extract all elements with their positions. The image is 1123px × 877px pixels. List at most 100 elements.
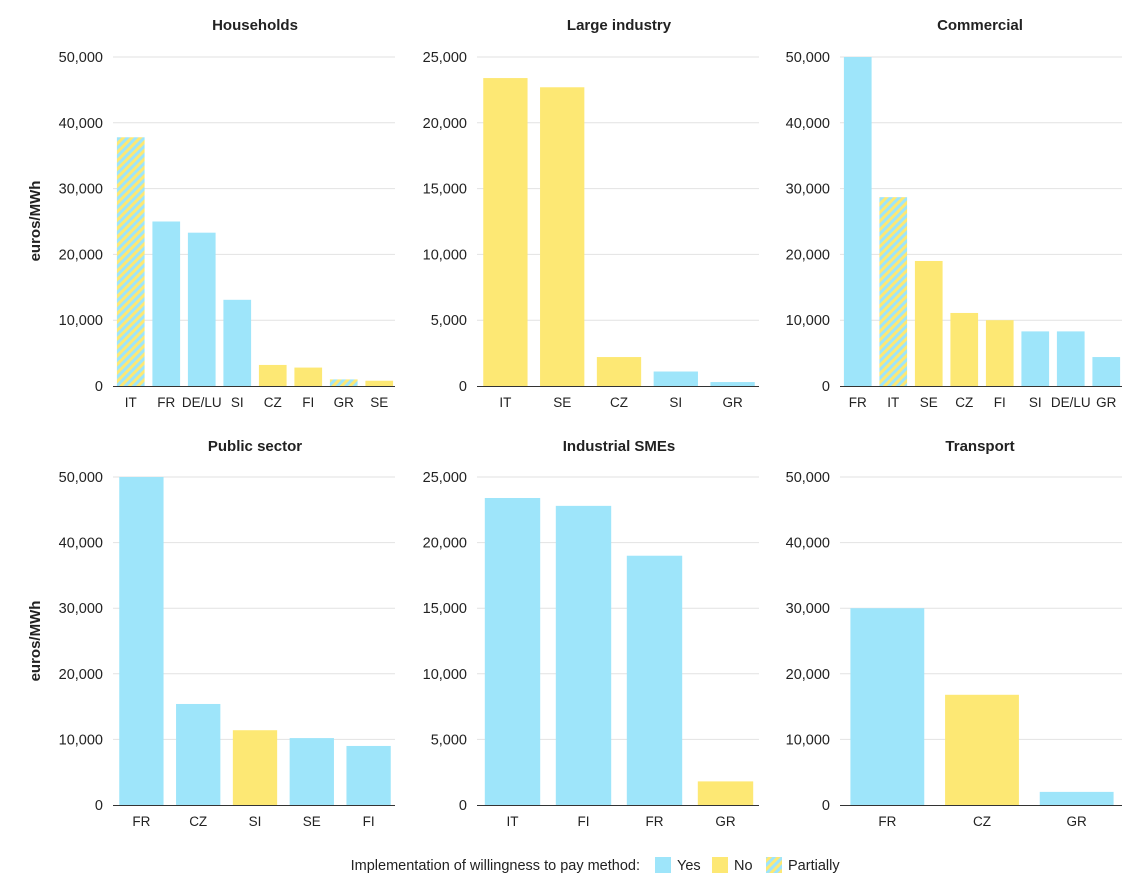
- legend-label: Yes: [677, 858, 701, 874]
- bar: [483, 78, 528, 386]
- chart-panel: Commercial 0 10,000 20,000 30,000 40,000 50,00…: [786, 17, 1122, 410]
- x-tick-label: GR: [334, 395, 355, 410]
- x-tick-label: FR: [646, 814, 664, 829]
- x-tick-label: SE: [553, 395, 571, 410]
- y-tick-label: 10,000: [423, 667, 467, 683]
- x-tick-label: IT: [507, 814, 519, 829]
- bar: [914, 260, 943, 386]
- y-tick-label: 20,000: [423, 116, 467, 132]
- y-tick-label: 50,000: [786, 470, 830, 486]
- panel-title: Transport: [945, 438, 1014, 455]
- bar: [950, 312, 979, 386]
- x-tick-label: GR: [1096, 395, 1117, 410]
- y-tick-label: 40,000: [786, 116, 830, 132]
- x-tick-label: FI: [994, 395, 1006, 410]
- y-tick-label: 5,000: [431, 732, 467, 748]
- y-tick-label: 5,000: [431, 313, 467, 329]
- y-tick-label: 40,000: [786, 536, 830, 552]
- y-tick-label: 40,000: [59, 536, 103, 552]
- bar: [945, 694, 1019, 805]
- bar: [294, 367, 323, 386]
- bar: [653, 371, 698, 386]
- panel-title: Households: [212, 17, 298, 34]
- y-tick-label: 10,000: [59, 732, 103, 748]
- y-tick-label: 25,000: [423, 470, 467, 486]
- y-tick-label: 30,000: [59, 182, 103, 198]
- y-tick-label: 10,000: [786, 313, 830, 329]
- x-tick-label: GR: [1067, 814, 1088, 829]
- bar: [596, 357, 642, 386]
- y-tick-label: 20,000: [786, 667, 830, 683]
- x-tick-label: GR: [722, 395, 743, 410]
- legend-title: Implementation of willingness to pay met…: [351, 858, 640, 874]
- bar: [365, 380, 394, 386]
- chart-panels: Households euros/MWh 0 10,000 20,000 30,000 40…: [27, 17, 1122, 829]
- legend-swatch: [712, 857, 728, 873]
- x-tick-label: FR: [157, 395, 175, 410]
- bar: [187, 232, 216, 386]
- y-axis-label: euros/MWh: [27, 601, 44, 682]
- x-tick-label: CZ: [955, 395, 973, 410]
- chart-panel: Public sector euros/MWh 0 10,000 20,000 30,00…: [27, 438, 395, 829]
- bar: [223, 299, 252, 386]
- x-tick-label: SI: [231, 395, 244, 410]
- bar: [484, 497, 541, 805]
- x-tick-label: DE/LU: [1051, 395, 1091, 410]
- bar: [555, 505, 612, 805]
- y-tick-label: 0: [822, 798, 830, 814]
- legend-label: No: [734, 858, 753, 874]
- y-tick-label: 40,000: [59, 116, 103, 132]
- bar: [850, 608, 925, 805]
- bar: [176, 703, 221, 805]
- x-tick-label: SE: [370, 395, 388, 410]
- bar: [879, 197, 908, 386]
- x-tick-label: CZ: [189, 814, 207, 829]
- y-tick-label: 50,000: [59, 50, 103, 66]
- legend-swatch: [655, 857, 671, 873]
- y-tick-label: 20,000: [59, 247, 103, 263]
- y-tick-label: 50,000: [786, 50, 830, 66]
- x-tick-label: CZ: [610, 395, 628, 410]
- bar: [152, 221, 181, 386]
- panel-title: Industrial SMEs: [563, 438, 676, 455]
- bar: [329, 379, 358, 386]
- x-tick-label: SI: [669, 395, 682, 410]
- y-tick-label: 0: [95, 379, 103, 395]
- legend: Implementation of willingness to pay met…: [351, 857, 840, 874]
- y-tick-label: 20,000: [423, 536, 467, 552]
- bar: [710, 382, 755, 386]
- x-tick-label: FR: [878, 814, 896, 829]
- y-tick-label: 30,000: [786, 601, 830, 617]
- y-axis-label: euros/MWh: [27, 181, 44, 262]
- bar: [116, 137, 145, 386]
- chart-panel: Industrial SMEs 0 5,000 10,000 15,000 20,000 2…: [423, 438, 759, 829]
- y-tick-label: 0: [459, 379, 467, 395]
- bar: [1056, 331, 1085, 386]
- bar: [258, 364, 287, 386]
- x-tick-label: GR: [715, 814, 736, 829]
- y-tick-label: 15,000: [423, 182, 467, 198]
- y-tick-label: 30,000: [786, 182, 830, 198]
- x-tick-label: FR: [849, 395, 867, 410]
- y-tick-label: 10,000: [59, 313, 103, 329]
- x-tick-label: DE/LU: [182, 395, 222, 410]
- bar: [119, 477, 164, 805]
- bar: [697, 781, 754, 805]
- bar: [985, 320, 1014, 386]
- x-tick-label: FI: [578, 814, 590, 829]
- bar: [1092, 357, 1121, 386]
- x-tick-label: IT: [887, 395, 899, 410]
- y-tick-label: 20,000: [786, 247, 830, 263]
- panel-title: Commercial: [937, 17, 1023, 34]
- bar: [540, 87, 585, 386]
- panel-title: Public sector: [208, 438, 302, 455]
- x-tick-label: CZ: [973, 814, 991, 829]
- bar: [626, 555, 683, 805]
- bar: [346, 745, 391, 805]
- panel-title: Large industry: [567, 17, 672, 34]
- y-tick-label: 0: [459, 798, 467, 814]
- x-tick-label: SE: [303, 814, 321, 829]
- legend-swatch: [766, 857, 782, 873]
- x-tick-label: SI: [249, 814, 262, 829]
